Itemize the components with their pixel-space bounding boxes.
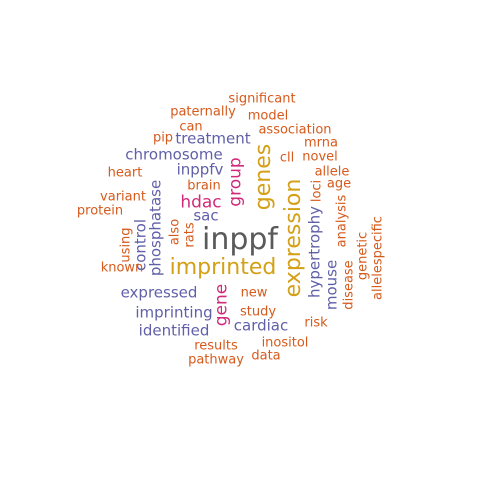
word-gene: gene — [211, 283, 232, 327]
word-mouse: mouse — [322, 259, 341, 311]
word-hdac: hdac — [180, 192, 222, 213]
word-model: model — [247, 108, 289, 124]
word-chromosome: chromosome — [125, 145, 223, 164]
word-loci: loci — [309, 179, 325, 203]
word-significant: significant — [228, 91, 296, 107]
word-using: using — [118, 227, 134, 263]
word-inositol: inositol — [261, 335, 309, 351]
word-identified: identified — [138, 321, 210, 340]
word-protein: protein — [76, 203, 124, 219]
word-novel: novel — [302, 149, 338, 165]
word-genes: genes — [251, 143, 276, 211]
word-brain: brain — [187, 178, 221, 194]
word-analysis: analysis — [334, 194, 350, 248]
word-inppfv: inppfv — [176, 160, 224, 179]
word-imprinted: imprinted — [169, 255, 277, 280]
word-data: data — [251, 348, 281, 364]
word-phosphatase: phosphatase — [146, 179, 165, 277]
word-new: new — [240, 285, 268, 301]
word-cll: cll — [279, 150, 295, 166]
word-disease: disease — [341, 260, 357, 310]
word-rats: rats — [182, 222, 198, 248]
word-pip: pip — [152, 130, 174, 146]
word-age: age — [326, 176, 352, 192]
word-cardiac: cardiac — [233, 316, 289, 335]
word-variant: variant — [100, 189, 146, 205]
word-imprinting: imprinting — [135, 303, 213, 322]
word-inppf: inppf — [202, 222, 278, 257]
word-allelespecific: allelespecific — [370, 216, 386, 300]
word-known: known — [100, 260, 144, 276]
word-pathway: pathway — [188, 352, 244, 368]
word-mrna: mrna — [304, 135, 338, 151]
word-results: results — [194, 338, 238, 354]
word-association: association — [258, 122, 332, 138]
word-sac: sac — [193, 206, 219, 225]
word-risk: risk — [304, 315, 328, 331]
word-can: can — [179, 119, 203, 135]
word-allele: allele — [314, 164, 350, 180]
word-treatment: treatment — [175, 129, 251, 148]
word-paternally: paternally — [170, 104, 236, 120]
word-hypertrophy: hypertrophy — [305, 205, 324, 299]
word-group: group — [225, 157, 246, 207]
word-expressed: expressed — [120, 283, 198, 302]
word-expression: expression — [281, 178, 306, 298]
word-heart: heart — [107, 165, 143, 181]
word-genetic: genetic — [355, 231, 371, 281]
word-also: also — [167, 218, 183, 246]
word-study: study — [239, 304, 277, 320]
